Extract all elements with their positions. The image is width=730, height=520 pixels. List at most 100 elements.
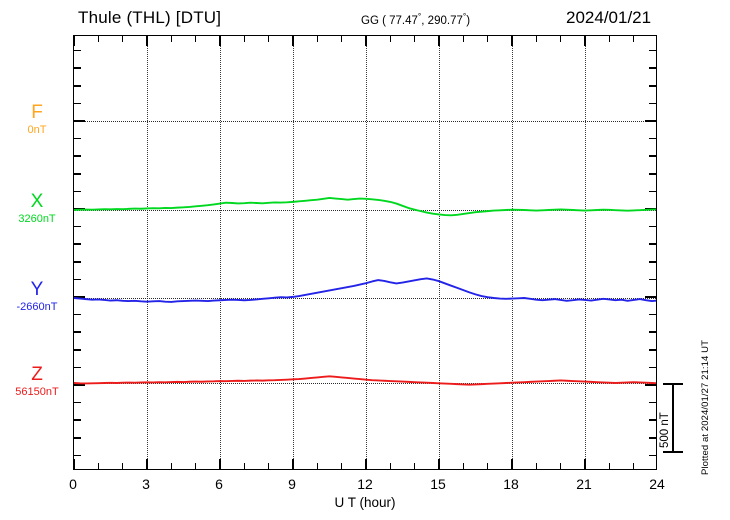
x-axis-tick-top [121,36,124,42]
component-value-f: 0nT [27,124,47,136]
x-axis-tick-top [219,36,222,46]
component-letter-z: Z [31,364,43,385]
vertical-gridline [293,36,294,469]
y-axis-tick-left [74,278,81,281]
x-axis-tick-bottom [219,459,222,469]
y-axis-tick-left [74,225,81,228]
x-axis-tick-bottom [316,463,319,469]
y-axis-tick-left [74,296,85,298]
y-axis-tick-left [74,261,81,263]
vertical-gridline [147,36,148,469]
x-axis-tick-bottom [340,463,343,469]
y-axis-tick-right [649,225,656,228]
y-axis-tick-left [74,120,85,122]
plot-frame [73,35,657,470]
station-title: Thule (THL) [DTU] [78,8,222,27]
x-axis-tick-bottom [121,463,124,469]
y-axis-tick-right [649,155,656,157]
y-axis-tick-right [649,67,656,69]
x-axis-tick-label: 12 [357,476,373,492]
y-axis-tick-right [649,49,656,52]
y-axis-tick-left [74,102,81,105]
x-axis-tick-top [74,36,76,46]
component-letter-y: Y [30,279,44,300]
component-label-f: F 0nT [2,103,72,136]
y-axis-tick-right [649,243,656,245]
y-axis-tick-right [649,102,656,105]
component-value-z: 56150nT [15,386,59,398]
x-axis-tick-bottom [413,463,416,469]
vertical-gridline [220,36,221,469]
plot-timestamp: Plotted at 2024/01/27 21:14 UT [700,340,711,476]
degree-symbol-lon: ° [462,11,467,21]
x-axis-tick-bottom [146,459,149,469]
baseline-gridline-f [74,121,656,122]
x-axis-tick-top [486,36,489,42]
x-axis-tick-bottom [170,463,173,469]
component-value-y: -2660nT [16,301,58,313]
x-axis-tick-bottom [389,463,392,469]
x-axis-tick-label: 3 [142,476,150,492]
geo-coords-lon: , 290.77 [421,15,463,27]
x-axis-tick-bottom [608,463,611,469]
x-axis-tick-top [632,36,635,42]
x-axis-tick-label: 0 [69,476,77,492]
y-axis-tick-right [645,384,656,386]
x-axis-tick-label: 18 [503,476,519,492]
y-axis-tick-left [74,349,81,351]
vertical-gridline [585,36,586,469]
x-axis-tick-top [146,36,149,46]
scale-bar-cap-bottom [663,451,683,453]
x-axis-tick-top [438,36,441,46]
y-axis-tick-right [649,190,656,193]
y-axis-tick-right [645,296,656,298]
x-axis-tick-top [292,36,295,46]
x-axis-tick-bottom [535,463,538,469]
y-axis-tick-left [74,313,81,316]
x-axis-tick-bottom [267,463,270,469]
y-axis-tick-right [649,261,656,263]
component-letter-f: F [31,102,43,123]
y-axis-tick-right [649,366,656,369]
component-label-y: Y -2660nT [2,280,72,313]
geographic-coordinates: GG ( 77.47°, 290.77°) [361,11,470,27]
y-axis-tick-right [649,85,656,87]
y-axis-tick-left [74,137,81,140]
baseline-gridline-x [74,210,656,211]
x-axis-tick-top [559,36,562,42]
x-axis-tick-bottom [97,463,100,469]
x-axis-tick-label: 6 [215,476,223,492]
scale-bar-cap-top [663,383,683,385]
x-axis-tick-label: 21 [576,476,592,492]
y-axis-tick-right [649,454,656,457]
degree-symbol-lat: ° [417,11,422,21]
x-axis-tick-top [389,36,392,42]
x-axis-tick-top [267,36,270,42]
y-axis-tick-left [74,190,81,193]
x-axis-tick-bottom [559,463,562,469]
y-axis-tick-right [649,349,656,351]
x-axis-tick-top [316,36,319,42]
y-axis-tick-left [74,49,81,52]
geo-coords-close: ) [466,15,471,27]
x-axis-tick-label: 24 [649,476,665,492]
x-axis-tick-top [608,36,611,42]
y-axis-tick-left [74,173,81,175]
y-axis-tick-right [649,331,656,333]
scale-bar [663,383,683,453]
y-axis-tick-right [649,401,656,404]
trace-layer [74,197,656,386]
x-axis-tick-top [511,36,514,46]
y-axis-tick-right [645,120,656,122]
y-axis-tick-left [74,384,85,386]
x-axis-tick-bottom [194,463,197,469]
y-axis-tick-left [74,401,81,404]
trace-z [74,375,656,386]
x-axis-tick-top [170,36,173,42]
component-label-x: X 3260nT [2,192,72,225]
vertical-gridline [439,36,440,469]
y-axis-tick-left [74,454,81,457]
vertical-gridline [366,36,367,469]
x-axis-tick-bottom [243,463,246,469]
y-axis-tick-right [649,278,656,281]
